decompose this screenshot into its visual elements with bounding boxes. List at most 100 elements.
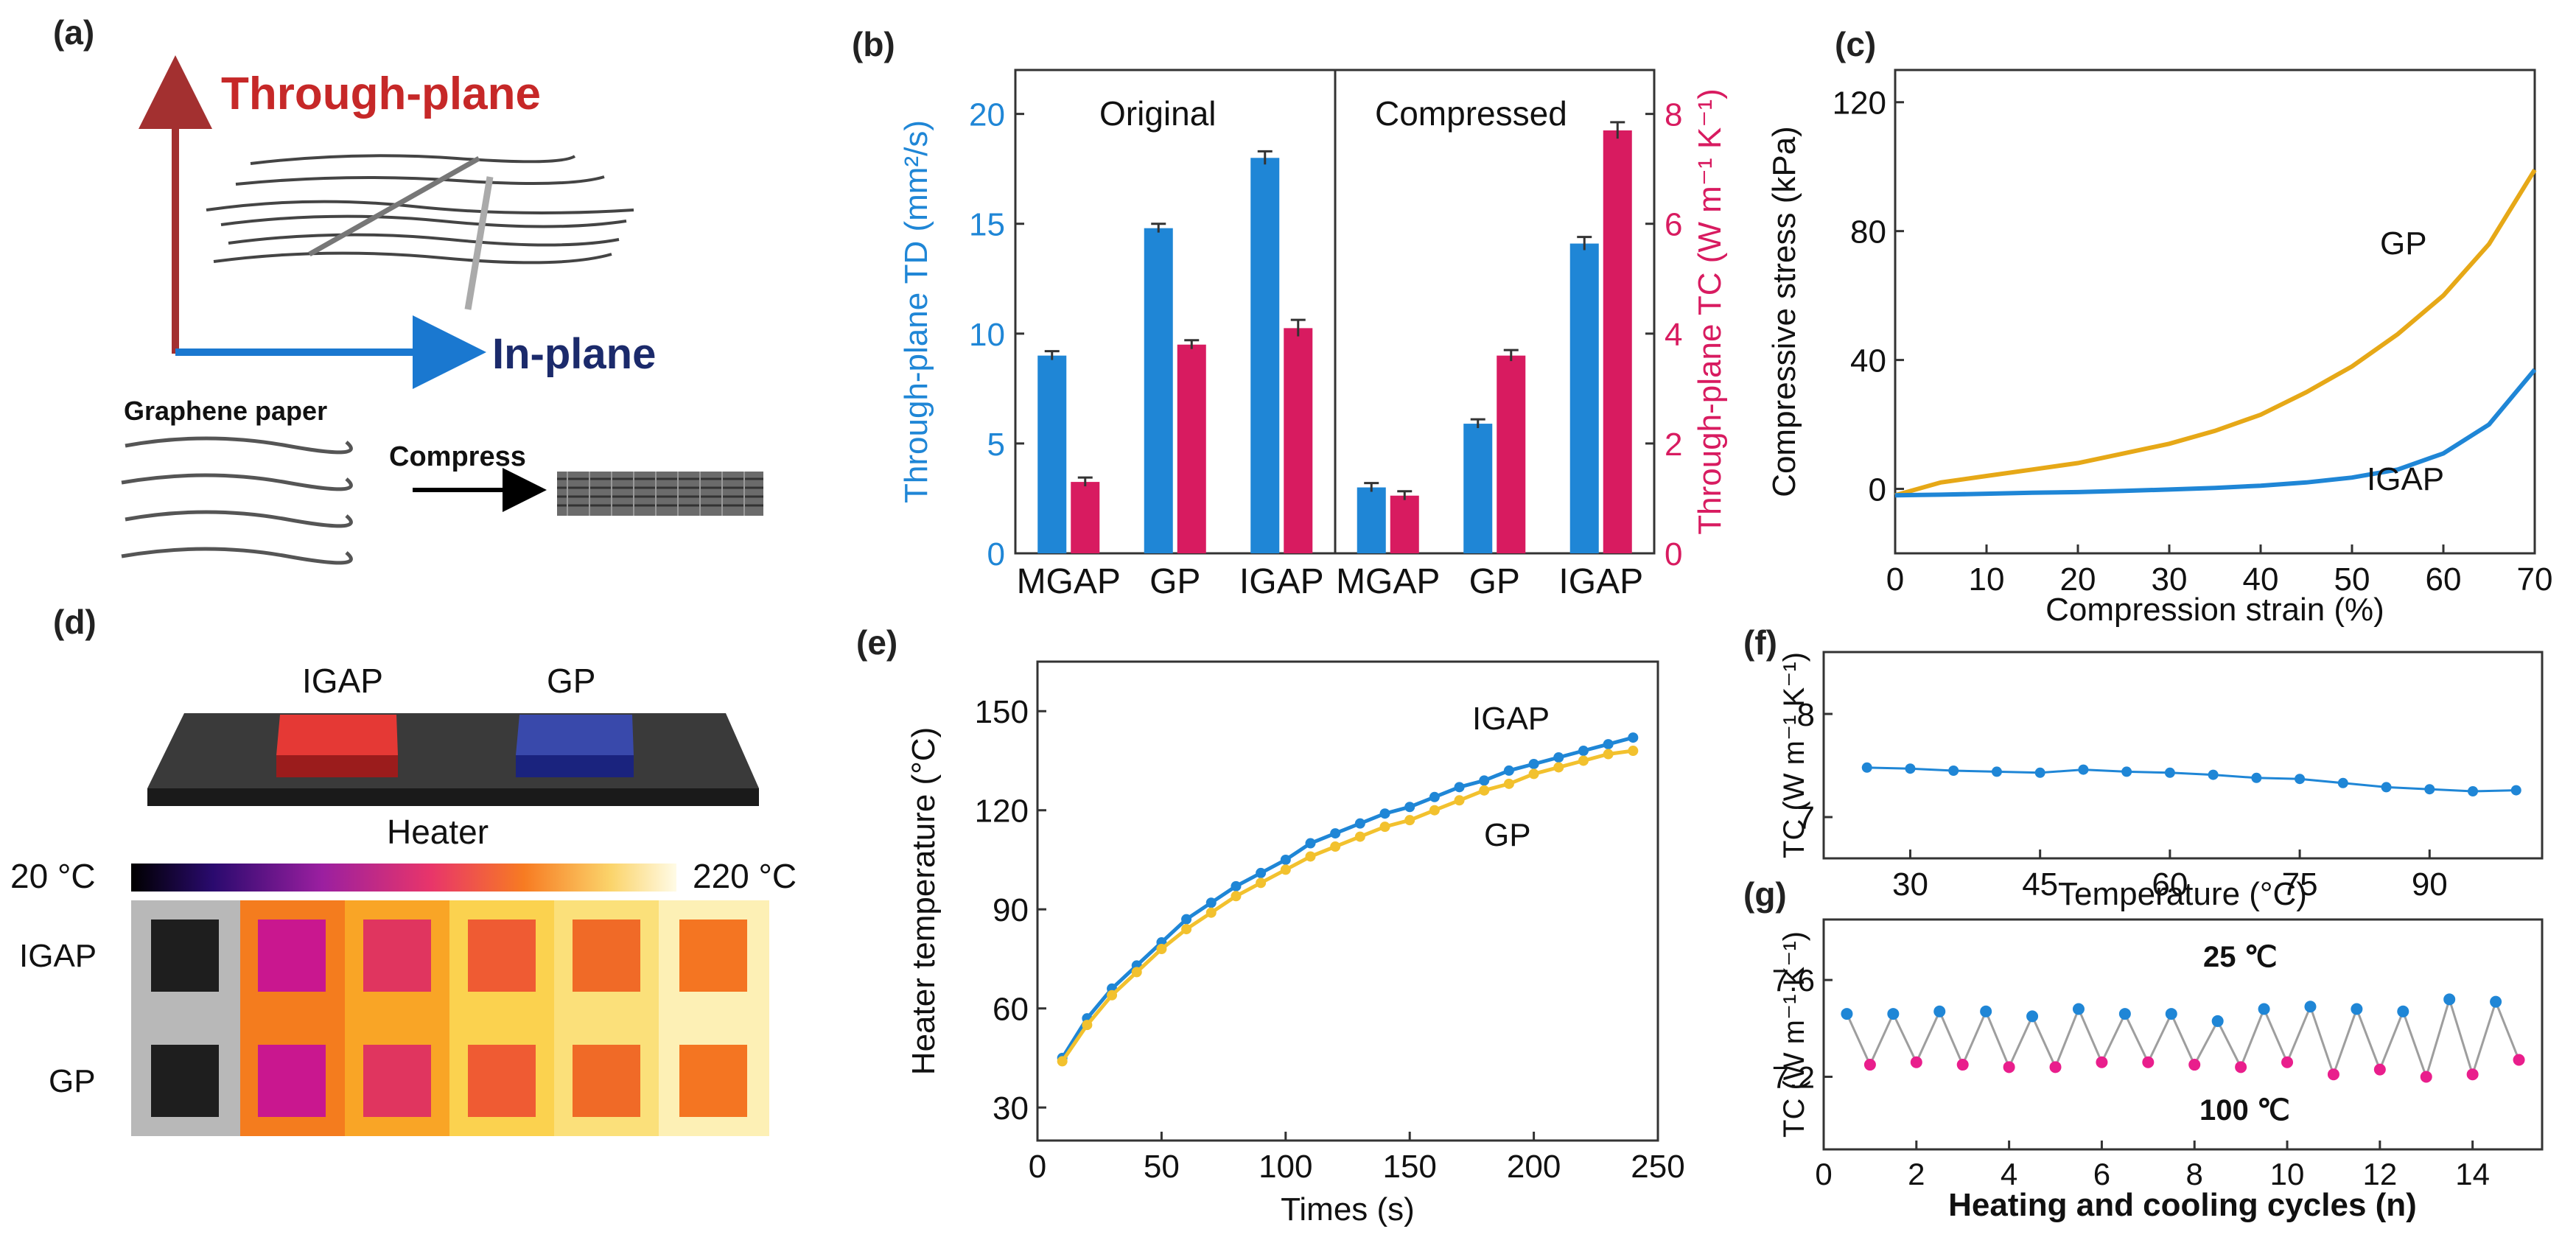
chart-c-xlabel: Compression strain (%) <box>2045 592 2384 628</box>
point-igap <box>1330 828 1341 839</box>
y-tick-label: 120 <box>1833 85 1886 122</box>
bar-td-igap <box>1250 158 1280 554</box>
x-tick-label: 50 <box>1144 1149 1180 1185</box>
line-igap <box>1894 368 2537 498</box>
group-original-label: Original <box>1099 94 1217 133</box>
x-tick-label: 0 <box>1815 1157 1832 1191</box>
category-label: IGAP <box>1558 562 1643 601</box>
panel-e-label: (e) <box>856 623 897 662</box>
point-25c <box>1933 1005 1946 1017</box>
y-tick-label: 7 <box>1797 800 1815 836</box>
point-gp <box>1578 755 1589 766</box>
point-gp <box>1305 851 1316 862</box>
x-tick-label: 20 <box>2060 561 2096 598</box>
series-igap-label: IGAP <box>2367 461 2444 497</box>
y-tick-label-left: 5 <box>987 427 1005 463</box>
thermal-row-igap-label: IGAP <box>19 938 97 974</box>
point-gp <box>1354 831 1365 842</box>
panel-g-label: (g) <box>1743 875 1787 914</box>
graphene-paper-illustration <box>121 436 353 565</box>
chart-b-marks: MGAP GP IGAP MGAP GP IGAP 0 5 10 15 20 0 2 4 6 8 <box>969 97 1682 601</box>
point-gp <box>1429 805 1440 816</box>
bar-td-gp <box>1144 228 1173 553</box>
point-igap <box>1404 802 1415 813</box>
point-100c <box>1863 1059 1876 1071</box>
point-igap <box>1379 808 1390 819</box>
x-tick-label: 30 <box>2152 561 2188 598</box>
panel-c-label: (c) <box>1835 25 1876 63</box>
point-gp <box>1479 785 1490 796</box>
point-gp <box>1156 944 1167 954</box>
y-tick-label-left: 20 <box>969 97 1005 133</box>
chart-e-frame <box>1036 660 1659 1142</box>
compressed-stack-illustration <box>557 472 763 516</box>
point-tc <box>1948 766 1959 776</box>
point-igap <box>1503 765 1514 776</box>
point-tc <box>2164 767 2175 778</box>
series-100c-label: 100 ℃ <box>2199 1094 2290 1127</box>
x-tick-label: 70 <box>2517 561 2553 598</box>
x-tick-label: 40 <box>2243 561 2279 598</box>
point-igap <box>1429 791 1440 802</box>
scale-min-label: 20 °C <box>10 857 96 895</box>
point-gp <box>1404 815 1415 826</box>
y-tick-label: 8 <box>1797 697 1815 733</box>
point-igap <box>1280 854 1291 865</box>
point-25c <box>2443 993 2456 1006</box>
point-igap <box>1528 758 1539 769</box>
point-tc <box>2337 777 2348 788</box>
temperature-colorbar <box>131 864 676 892</box>
point-tc <box>1905 763 1916 774</box>
point-tc <box>1861 762 1872 773</box>
point-100c <box>1910 1056 1922 1068</box>
line-igap <box>1060 735 1634 1059</box>
chart-e-marks: 0 50 100 150 200 250 30 60 90 120 150 <box>975 694 1685 1185</box>
chart-e-ylabel: Heater temperature (°C) <box>906 727 942 1075</box>
y-tick-label: 90 <box>993 892 1029 928</box>
series-gp-label: GP <box>2380 225 2427 262</box>
chart-g-frame <box>1822 918 2544 1151</box>
y-tick-label: 7.2 <box>1772 1060 1815 1095</box>
point-25c <box>1841 1008 1853 1020</box>
point-gp <box>1330 841 1341 852</box>
point-100c <box>2096 1056 2108 1068</box>
x-tick-label: 150 <box>1382 1149 1436 1185</box>
y-tick-label-right: 6 <box>1665 207 1682 243</box>
panel-a: (a) Through-plane In-plane Graphene pape… <box>53 13 763 565</box>
y-tick-label: 7.6 <box>1772 963 1815 998</box>
category-label: GP <box>1149 562 1200 601</box>
heater-igap-label: IGAP <box>302 662 383 700</box>
point-igap <box>1454 782 1465 793</box>
chart-c-ylabel: Compressive stress (kPa) <box>1766 126 1802 497</box>
in-plane-label: In-plane <box>492 330 656 378</box>
thermal-row-gp-label: GP <box>49 1063 96 1099</box>
point-tc <box>1991 766 2002 777</box>
x-tick-label: 10 <box>2270 1157 2305 1191</box>
point-igap <box>1256 867 1267 878</box>
panel-g: (g) 0 2 4 6 8 10 12 14 7.2 7.6 25 ℃ 100 ℃ TC (W m… <box>1743 875 2544 1223</box>
bar-tc-igap <box>1284 328 1313 553</box>
point-gp <box>1503 778 1514 789</box>
x-tick-label: 100 <box>1259 1149 1312 1185</box>
point-25c <box>2490 995 2502 1008</box>
point-gp <box>1628 746 1639 757</box>
x-tick-label: 200 <box>1507 1149 1561 1185</box>
point-100c <box>2188 1059 2201 1071</box>
chart-f-frame <box>1822 651 2544 860</box>
point-gp <box>1131 967 1142 978</box>
bar-tc-mgap <box>1390 495 1419 553</box>
category-label: GP <box>1469 562 1520 601</box>
point-25c <box>2165 1008 2177 1020</box>
bar-td-mgap <box>1357 487 1386 553</box>
panel-b: (b) Original Compressed MGAP GP IGAP MGAP GP… <box>852 25 1728 601</box>
y-tick-label: 30 <box>993 1090 1029 1127</box>
point-tc <box>2295 774 2306 785</box>
point-100c <box>2003 1061 2015 1073</box>
x-tick-label: 10 <box>1969 561 2005 598</box>
point-25c <box>2026 1010 2039 1023</box>
panel-d: (d) IGAP GP Heater 20 °C 220 °C <box>10 603 797 1136</box>
point-tc <box>2251 772 2262 783</box>
bar-td-igap <box>1569 243 1599 553</box>
x-tick-label: 8 <box>2186 1157 2203 1191</box>
point-gp <box>1181 924 1192 935</box>
